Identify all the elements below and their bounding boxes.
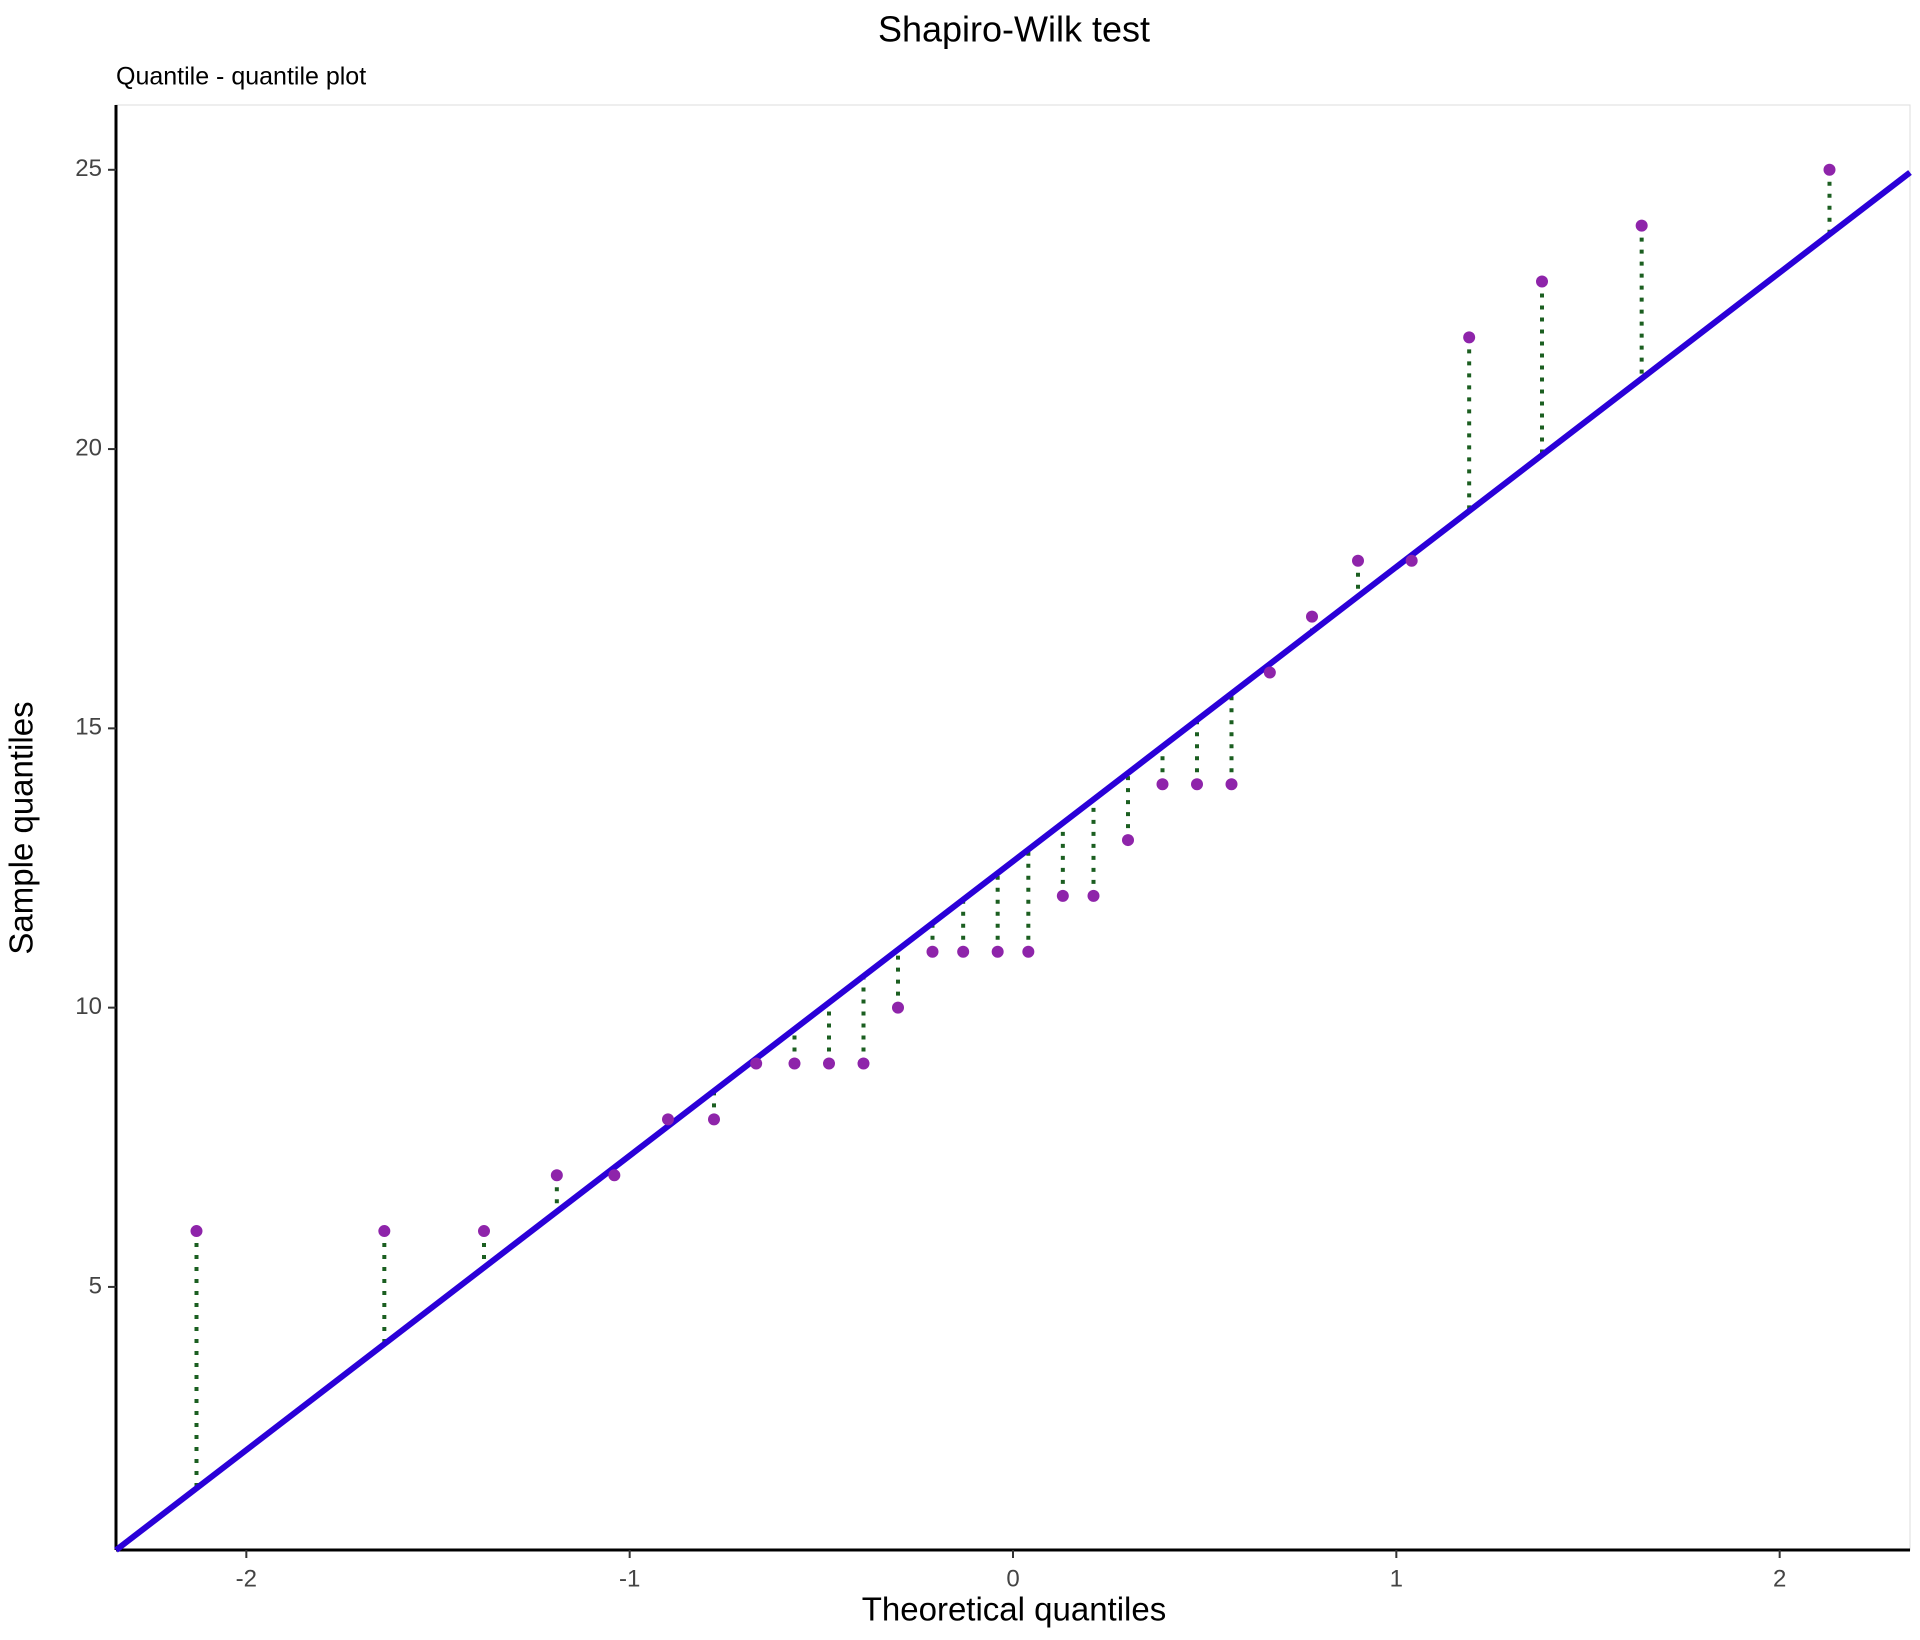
point bbox=[1191, 778, 1203, 791]
point bbox=[608, 1169, 621, 1182]
point bbox=[1022, 945, 1035, 958]
point bbox=[1263, 666, 1276, 679]
point bbox=[926, 945, 939, 958]
point bbox=[1306, 610, 1318, 623]
x-tick-label: -2 bbox=[236, 1565, 257, 1592]
point bbox=[823, 1057, 835, 1070]
point bbox=[957, 945, 970, 958]
point bbox=[1536, 275, 1548, 288]
point bbox=[378, 1225, 391, 1238]
x-tick-label: -1 bbox=[619, 1565, 640, 1592]
point bbox=[991, 945, 1004, 958]
point bbox=[1122, 834, 1134, 847]
y-tick-label: 5 bbox=[89, 1272, 102, 1299]
point bbox=[1056, 889, 1069, 902]
point bbox=[892, 1001, 904, 1014]
point bbox=[662, 1113, 674, 1126]
point bbox=[1405, 554, 1418, 567]
point bbox=[1352, 554, 1364, 567]
point bbox=[1823, 163, 1836, 176]
y-tick-label: 25 bbox=[75, 155, 102, 182]
chart-title: Shapiro-Wilk test bbox=[878, 9, 1150, 50]
point bbox=[750, 1057, 763, 1070]
y-tick-label: 20 bbox=[75, 434, 102, 461]
point bbox=[190, 1225, 203, 1238]
y-tick-label: 10 bbox=[75, 993, 102, 1020]
point bbox=[1635, 219, 1648, 232]
point bbox=[857, 1057, 870, 1070]
point bbox=[550, 1169, 563, 1182]
point bbox=[1463, 331, 1476, 344]
point bbox=[478, 1225, 490, 1238]
point bbox=[1225, 778, 1238, 791]
x-tick-label: 1 bbox=[1390, 1565, 1403, 1592]
reference-line bbox=[114, 170, 1912, 1553]
x-tick-label: 2 bbox=[1773, 1565, 1786, 1592]
point bbox=[788, 1057, 801, 1070]
point bbox=[1087, 889, 1100, 902]
x-axis-title: Theoretical quantiles bbox=[862, 1591, 1167, 1628]
point bbox=[708, 1113, 720, 1126]
point bbox=[1156, 778, 1169, 791]
chart-subtitle: Quantile - quantile plot bbox=[116, 63, 366, 91]
x-tick-label: 0 bbox=[1006, 1565, 1019, 1592]
y-tick-label: 15 bbox=[75, 714, 102, 741]
y-axis-title: Sample quantiles bbox=[3, 701, 40, 954]
